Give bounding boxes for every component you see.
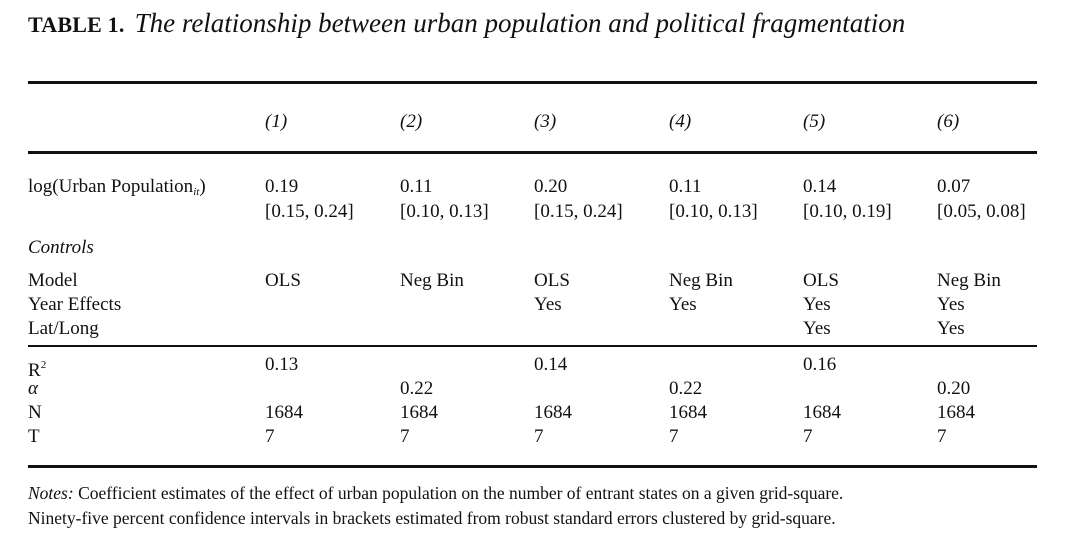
stat-row-label: α — [28, 378, 38, 399]
stat-cell: 1684 — [803, 402, 841, 423]
stat-cell: 1684 — [937, 402, 975, 423]
control-row-label: Year Effects — [28, 294, 122, 315]
stat-cell: 0.20 — [937, 378, 971, 399]
table-title: TABLE 1. The relationship between urban … — [28, 8, 905, 39]
stat-cell: 0.16 — [803, 354, 837, 375]
notes-label: Notes: — [28, 483, 74, 503]
control-cell: Yes — [937, 318, 965, 339]
r-squared-superscript: 2 — [40, 359, 47, 371]
column-header: (5) — [803, 111, 826, 132]
control-cell: Neg Bin — [669, 270, 733, 291]
control-cell: Yes — [803, 294, 831, 315]
table-number: TABLE 1. — [28, 12, 125, 37]
coefficient-estimate: 0.19 — [265, 176, 299, 197]
coefficient-label: log(Urban Populationit) — [28, 176, 206, 203]
stat-cell: 7 — [400, 426, 410, 447]
coefficient-estimate: 0.14 — [803, 176, 837, 197]
stat-cell: 7 — [937, 426, 947, 447]
control-cell: Yes — [534, 294, 562, 315]
stat-cell: 1684 — [534, 402, 572, 423]
coefficient-estimate: 0.11 — [669, 176, 702, 197]
column-header: (1) — [265, 111, 288, 132]
stat-cell: 1684 — [400, 402, 438, 423]
coefficient-estimate: 0.07 — [937, 176, 971, 197]
coefficient-label-subscript: it — [193, 186, 200, 198]
notes-text-1: Coefficient estimates of the effect of u… — [78, 483, 844, 503]
stat-cell: 7 — [534, 426, 544, 447]
stat-row-label: T — [28, 426, 40, 447]
control-cell: Yes — [803, 318, 831, 339]
stat-row-label: R2 — [28, 354, 46, 382]
stat-cell: 0.13 — [265, 354, 299, 375]
confidence-interval: [0.05, 0.08] — [937, 201, 1026, 222]
table-caption: The relationship between urban populatio… — [134, 8, 906, 38]
control-cell: OLS — [534, 270, 570, 291]
coefficient-label-prefix: log(Urban Population — [28, 176, 194, 197]
bottom-rule — [28, 465, 1037, 468]
column-header: (2) — [400, 111, 423, 132]
confidence-interval: [0.10, 0.13] — [669, 201, 758, 222]
confidence-interval: [0.10, 0.13] — [400, 201, 489, 222]
confidence-interval: [0.15, 0.24] — [265, 201, 354, 222]
stat-row-label: N — [28, 402, 42, 423]
header-rule — [28, 151, 1037, 154]
r-squared-label: R — [28, 360, 41, 381]
column-header: (4) — [669, 111, 692, 132]
coefficient-estimate: 0.11 — [400, 176, 433, 197]
control-row-label: Model — [28, 270, 78, 291]
confidence-interval: [0.10, 0.19] — [803, 201, 892, 222]
controls-heading: Controls — [28, 237, 94, 258]
coefficient-estimate: 0.20 — [534, 176, 568, 197]
stat-cell: 0.14 — [534, 354, 568, 375]
stat-cell: 7 — [803, 426, 813, 447]
stat-cell: 1684 — [669, 402, 707, 423]
control-row-label: Lat/Long — [28, 318, 99, 339]
control-cell: Neg Bin — [937, 270, 1001, 291]
control-cell: Yes — [937, 294, 965, 315]
table-notes: Notes: Coefficient estimates of the effe… — [28, 481, 843, 531]
stat-cell: 0.22 — [400, 378, 434, 399]
top-rule — [28, 81, 1037, 84]
column-header: (6) — [937, 111, 960, 132]
control-cell: Neg Bin — [400, 270, 464, 291]
control-cell: Yes — [669, 294, 697, 315]
stat-cell: 7 — [669, 426, 679, 447]
stat-cell: 1684 — [265, 402, 303, 423]
notes-line-1: Notes: Coefficient estimates of the effe… — [28, 481, 843, 506]
stat-cell: 0.22 — [669, 378, 703, 399]
middle-rule — [28, 345, 1037, 347]
control-cell: OLS — [803, 270, 839, 291]
confidence-interval: [0.15, 0.24] — [534, 201, 623, 222]
notes-line-2: Ninety-five percent confidence intervals… — [28, 508, 836, 528]
column-header: (3) — [534, 111, 557, 132]
coefficient-label-suffix: ) — [199, 176, 206, 197]
stat-cell: 7 — [265, 426, 275, 447]
control-cell: OLS — [265, 270, 301, 291]
